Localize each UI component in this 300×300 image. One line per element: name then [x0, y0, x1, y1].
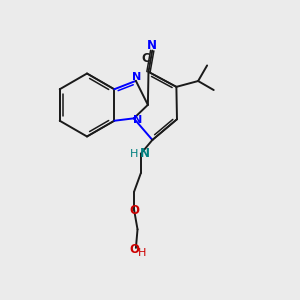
Text: N: N	[134, 115, 142, 125]
Text: N: N	[140, 147, 150, 160]
Text: H: H	[130, 149, 138, 159]
Text: O: O	[129, 204, 139, 217]
Text: N: N	[147, 39, 157, 52]
Text: N: N	[132, 72, 141, 82]
Text: C: C	[141, 52, 150, 64]
Text: H: H	[138, 248, 147, 258]
Text: O: O	[129, 243, 139, 256]
